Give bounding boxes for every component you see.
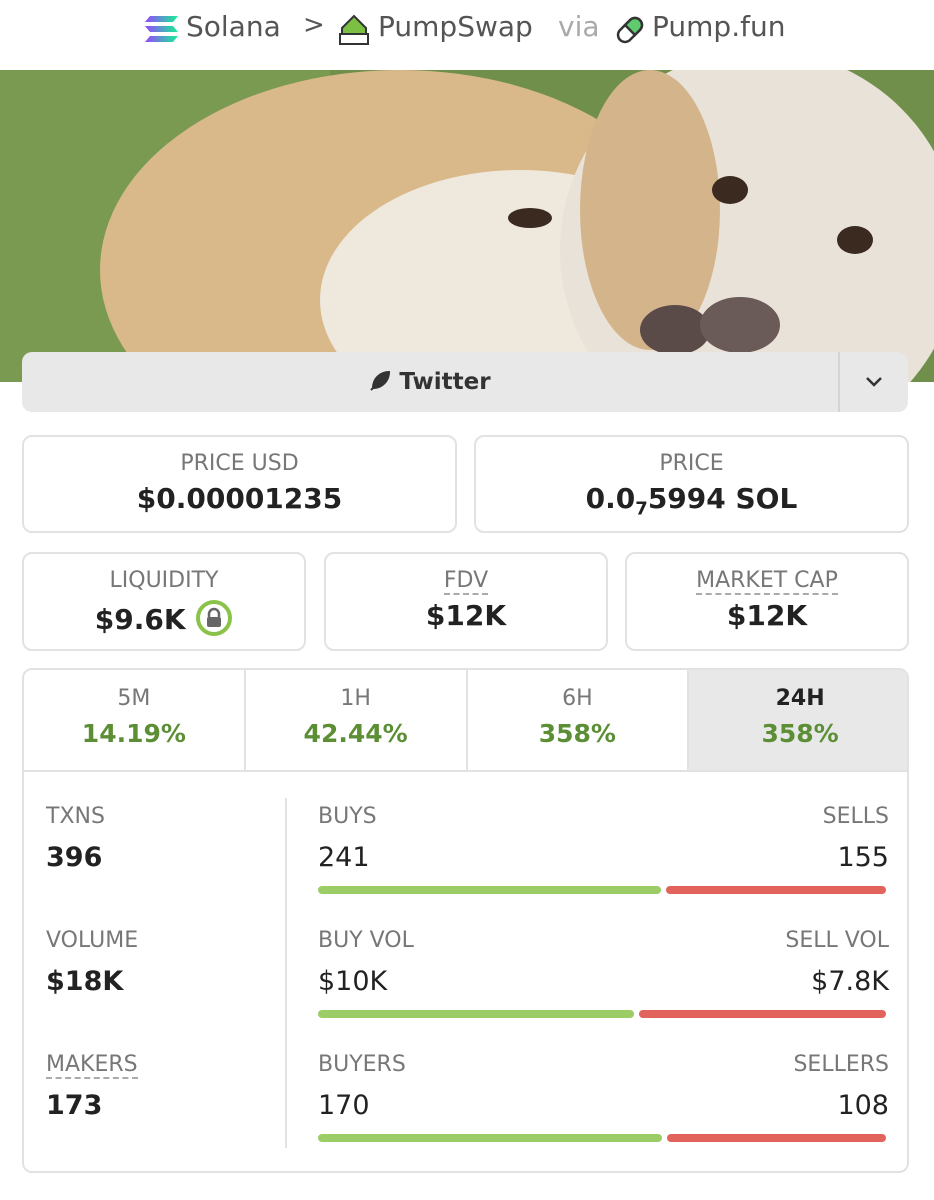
sell-bar [639, 1010, 886, 1018]
stat-label: TXNS [46, 804, 105, 829]
stat-value: 173 [46, 1090, 103, 1121]
timeframe-tab[interactable]: 5M 14.19% [24, 670, 246, 770]
left-value: 241 [318, 842, 370, 873]
dex[interactable]: PumpSwap [378, 10, 533, 43]
value-part: 5994 SOL [647, 482, 798, 515]
right-value: 155 [837, 842, 889, 873]
liquidity-card: LIQUIDITY $9.6K [22, 552, 306, 651]
right-value: 108 [837, 1090, 889, 1121]
social-label: Twitter [399, 369, 491, 395]
value: $12K [726, 599, 808, 632]
lock-icon[interactable] [195, 599, 233, 637]
buy-bar [318, 886, 661, 894]
label-text: VOLUME [46, 928, 139, 953]
left-label: BUY VOL [318, 928, 414, 953]
label: LIQUIDITY [109, 568, 219, 593]
breadcrumb: Solana > PumpSwap via Pump.fun [0, 0, 934, 62]
timeframe-tabs: 5M 14.19% 1H 42.44% 6H 358% 24H 358% [24, 670, 907, 772]
expand-button[interactable] [864, 374, 884, 390]
buy-bar [318, 1134, 663, 1142]
social-bar: Twitter [22, 352, 908, 412]
label: PRICE USD [180, 451, 299, 476]
left-value: $10K [318, 966, 388, 997]
separator: > [303, 10, 325, 40]
value: $12K [425, 599, 507, 632]
sell-bar [665, 886, 886, 894]
value: $0.00001235 [136, 482, 343, 515]
timeframe-label: 24H [775, 686, 825, 711]
label: MARKET CAP [696, 568, 838, 595]
platform[interactable]: Pump.fun [652, 10, 786, 43]
banner-image [0, 70, 934, 382]
dex-icon [339, 14, 369, 45]
timeframe-tab[interactable]: 1H 42.44% [246, 670, 468, 770]
value: 0.075994 SOL [476, 482, 907, 520]
timeframe-change: 358% [761, 719, 839, 748]
zero-count: 7 [635, 498, 648, 520]
value: $9.6K [24, 599, 304, 637]
label: FDV [443, 568, 489, 595]
sell-bar [667, 1134, 886, 1142]
right-label: SELLERS [793, 1052, 889, 1077]
right-label: SELL VOL [785, 928, 889, 953]
timeframe-change: 42.44% [303, 719, 408, 748]
chain[interactable]: Solana [186, 10, 281, 43]
right-label: SELLS [822, 804, 889, 829]
buy-bar [318, 1010, 635, 1018]
label: PRICE [659, 451, 724, 476]
value-part: 0.0 [585, 482, 636, 515]
left-label: BUYS [318, 804, 377, 829]
timeframe-label: 1H [340, 686, 371, 711]
divider [285, 798, 287, 1148]
label-text: MAKERS [46, 1052, 138, 1079]
twitter-button[interactable]: Twitter [22, 352, 838, 412]
stat-value: 396 [46, 842, 103, 873]
platform-icon [616, 16, 644, 44]
price-card: PRICE 0.075994 SOL [474, 435, 909, 533]
timeframe-change: 358% [538, 719, 616, 748]
timeframe-tab[interactable]: 6H 358% [468, 670, 690, 770]
timeframe-label: 5M [117, 686, 151, 711]
left-label: BUYERS [318, 1052, 406, 1077]
label-text: TXNS [46, 804, 105, 829]
solana-icon [145, 16, 178, 42]
price-usd-card: PRICE USD $0.00001235 [22, 435, 457, 533]
stat-label: VOLUME [46, 928, 138, 953]
twitter-icon [370, 370, 391, 391]
stat-label: MAKERS [46, 1052, 138, 1079]
timeframe-change: 14.19% [81, 719, 186, 748]
via: via [558, 10, 600, 43]
timeframe-label: 6H [562, 686, 593, 711]
timeframe-tab[interactable]: 24H 358% [689, 670, 907, 770]
divider [838, 352, 840, 412]
stats-card: 5M 14.19% 1H 42.44% 6H 358% 24H 358% TXNS 396 BUY… [22, 668, 909, 1173]
left-value: 170 [318, 1090, 370, 1121]
stat-value: $18K [46, 966, 124, 997]
right-value: $7.8K [811, 966, 889, 997]
fdv-card: FDV $12K [324, 552, 608, 651]
stats-rows: TXNS 396 BUYS SELLS 241 155 VOLUME $18K BUY VOL S… [24, 670, 907, 1171]
value-text: $9.6K [94, 603, 186, 636]
market-cap-card: MARKET CAP $12K [625, 552, 909, 651]
